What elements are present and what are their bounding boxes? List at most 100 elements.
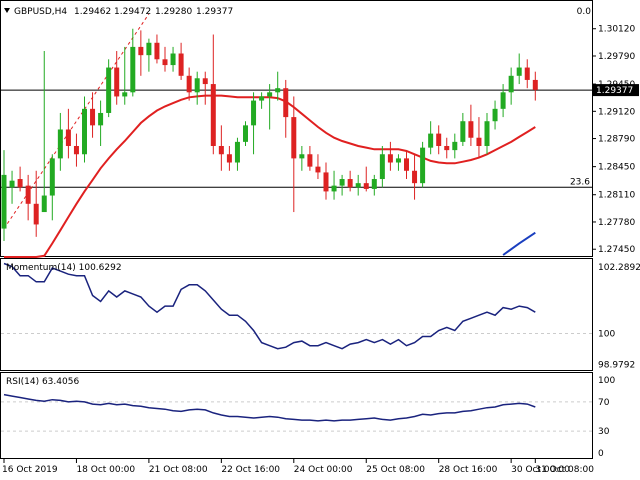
candle-body — [106, 67, 112, 113]
momentum-line — [3, 262, 536, 350]
candle-body — [532, 79, 538, 90]
candle-body — [291, 117, 297, 159]
candle-body — [307, 154, 313, 167]
candle-body — [339, 179, 345, 186]
price-tick-label: 1.28790 — [598, 135, 635, 145]
candle-body — [315, 166, 321, 173]
momentum-pane: 102.2892 100 98.9792 — [1, 262, 640, 371]
rsi-label: RSI(14) 63.4056 — [6, 377, 79, 387]
candle-body — [178, 53, 184, 76]
price-tick-label: 1.29790 — [598, 52, 635, 62]
rsi-pane-frame — [0, 372, 593, 459]
candle-body — [436, 133, 442, 146]
candle — [347, 170, 353, 192]
candle-body — [355, 183, 361, 188]
candle-body — [516, 67, 522, 76]
candle-body — [57, 129, 63, 159]
candle-body — [226, 154, 232, 163]
candle-body — [82, 108, 87, 155]
candle-body — [210, 84, 216, 146]
time-tick-label: 16 Oct 2019 — [2, 465, 58, 475]
candle — [395, 154, 401, 171]
momentum-tick-label: 100 — [598, 329, 615, 339]
candle-body — [404, 158, 409, 171]
candle-body — [138, 46, 144, 56]
candle-body — [251, 100, 257, 126]
rsi-tick-label: 30 — [598, 427, 610, 437]
candle — [532, 71, 538, 101]
candle-body — [500, 92, 506, 109]
candle — [371, 174, 377, 196]
candle-body — [90, 108, 96, 126]
time-tick-label: 25 Oct 08:00 — [366, 465, 425, 475]
candle — [90, 92, 96, 138]
rsi-tick-label: 0 — [598, 449, 604, 459]
candle — [460, 112, 466, 146]
candle — [452, 133, 458, 159]
candle-body — [218, 145, 224, 155]
candle-body — [194, 78, 200, 93]
ohlc-low: 1.29280 — [155, 7, 192, 17]
candle — [339, 174, 345, 196]
candle-body — [299, 154, 305, 159]
candle-body — [267, 92, 273, 97]
candle-body — [170, 53, 176, 66]
candle-body — [98, 112, 104, 126]
candle — [114, 51, 120, 105]
candle — [428, 121, 434, 155]
candle-body — [17, 179, 23, 188]
candle-body — [508, 75, 514, 93]
candle — [41, 51, 47, 213]
candle — [65, 108, 71, 159]
candle — [412, 154, 418, 200]
candle — [315, 154, 321, 180]
rsi-tick-label: 100 — [598, 376, 615, 386]
candle-body — [186, 75, 192, 93]
candle-body — [114, 67, 120, 97]
price-tick-label: 1.29120 — [598, 107, 635, 117]
candle — [516, 53, 522, 85]
candle-body — [1, 174, 7, 229]
candle-body — [259, 96, 265, 101]
candle-body — [275, 88, 281, 93]
time-tick-label: 22 Oct 16:00 — [221, 465, 280, 475]
collapse-triangle-icon[interactable] — [4, 8, 10, 13]
candle-body — [484, 121, 490, 146]
candle-body — [492, 108, 498, 122]
candle — [49, 154, 55, 221]
candle-body — [524, 67, 530, 80]
current-price-label: 1.29377 — [596, 86, 633, 96]
ohlc-open: 1.29462 — [74, 7, 111, 17]
candle — [98, 100, 104, 146]
candle-body — [122, 92, 128, 97]
candle — [130, 28, 136, 97]
candle-body — [146, 42, 152, 56]
candle — [25, 174, 31, 221]
candle — [57, 112, 63, 171]
candle — [170, 46, 176, 72]
candle-body — [428, 133, 434, 148]
candle — [436, 125, 442, 155]
candle — [331, 170, 337, 200]
rsi-tick-label: 70 — [598, 398, 610, 408]
candle — [259, 92, 265, 109]
time-tick-label: 31 Oct 08:00 — [535, 465, 594, 475]
momentum-label: Momentum(14) 100.6292 — [6, 263, 122, 273]
time-tick-label: 21 Oct 08:00 — [149, 465, 208, 475]
candle — [17, 166, 23, 192]
candle — [484, 112, 490, 155]
candle — [476, 117, 482, 159]
candle — [404, 150, 409, 180]
candle — [218, 125, 224, 171]
candle — [1, 150, 7, 241]
momentum-tick-label: 98.9792 — [598, 361, 635, 371]
candle — [251, 92, 257, 155]
candle — [283, 79, 289, 138]
candle-body — [420, 147, 426, 184]
candle-body — [395, 158, 401, 163]
candle-body — [412, 170, 418, 184]
fib-level-label: 23.6 — [570, 177, 590, 187]
time-tick-label: 18 Oct 00:00 — [76, 465, 135, 475]
price-tick-label: 1.28110 — [598, 191, 635, 201]
